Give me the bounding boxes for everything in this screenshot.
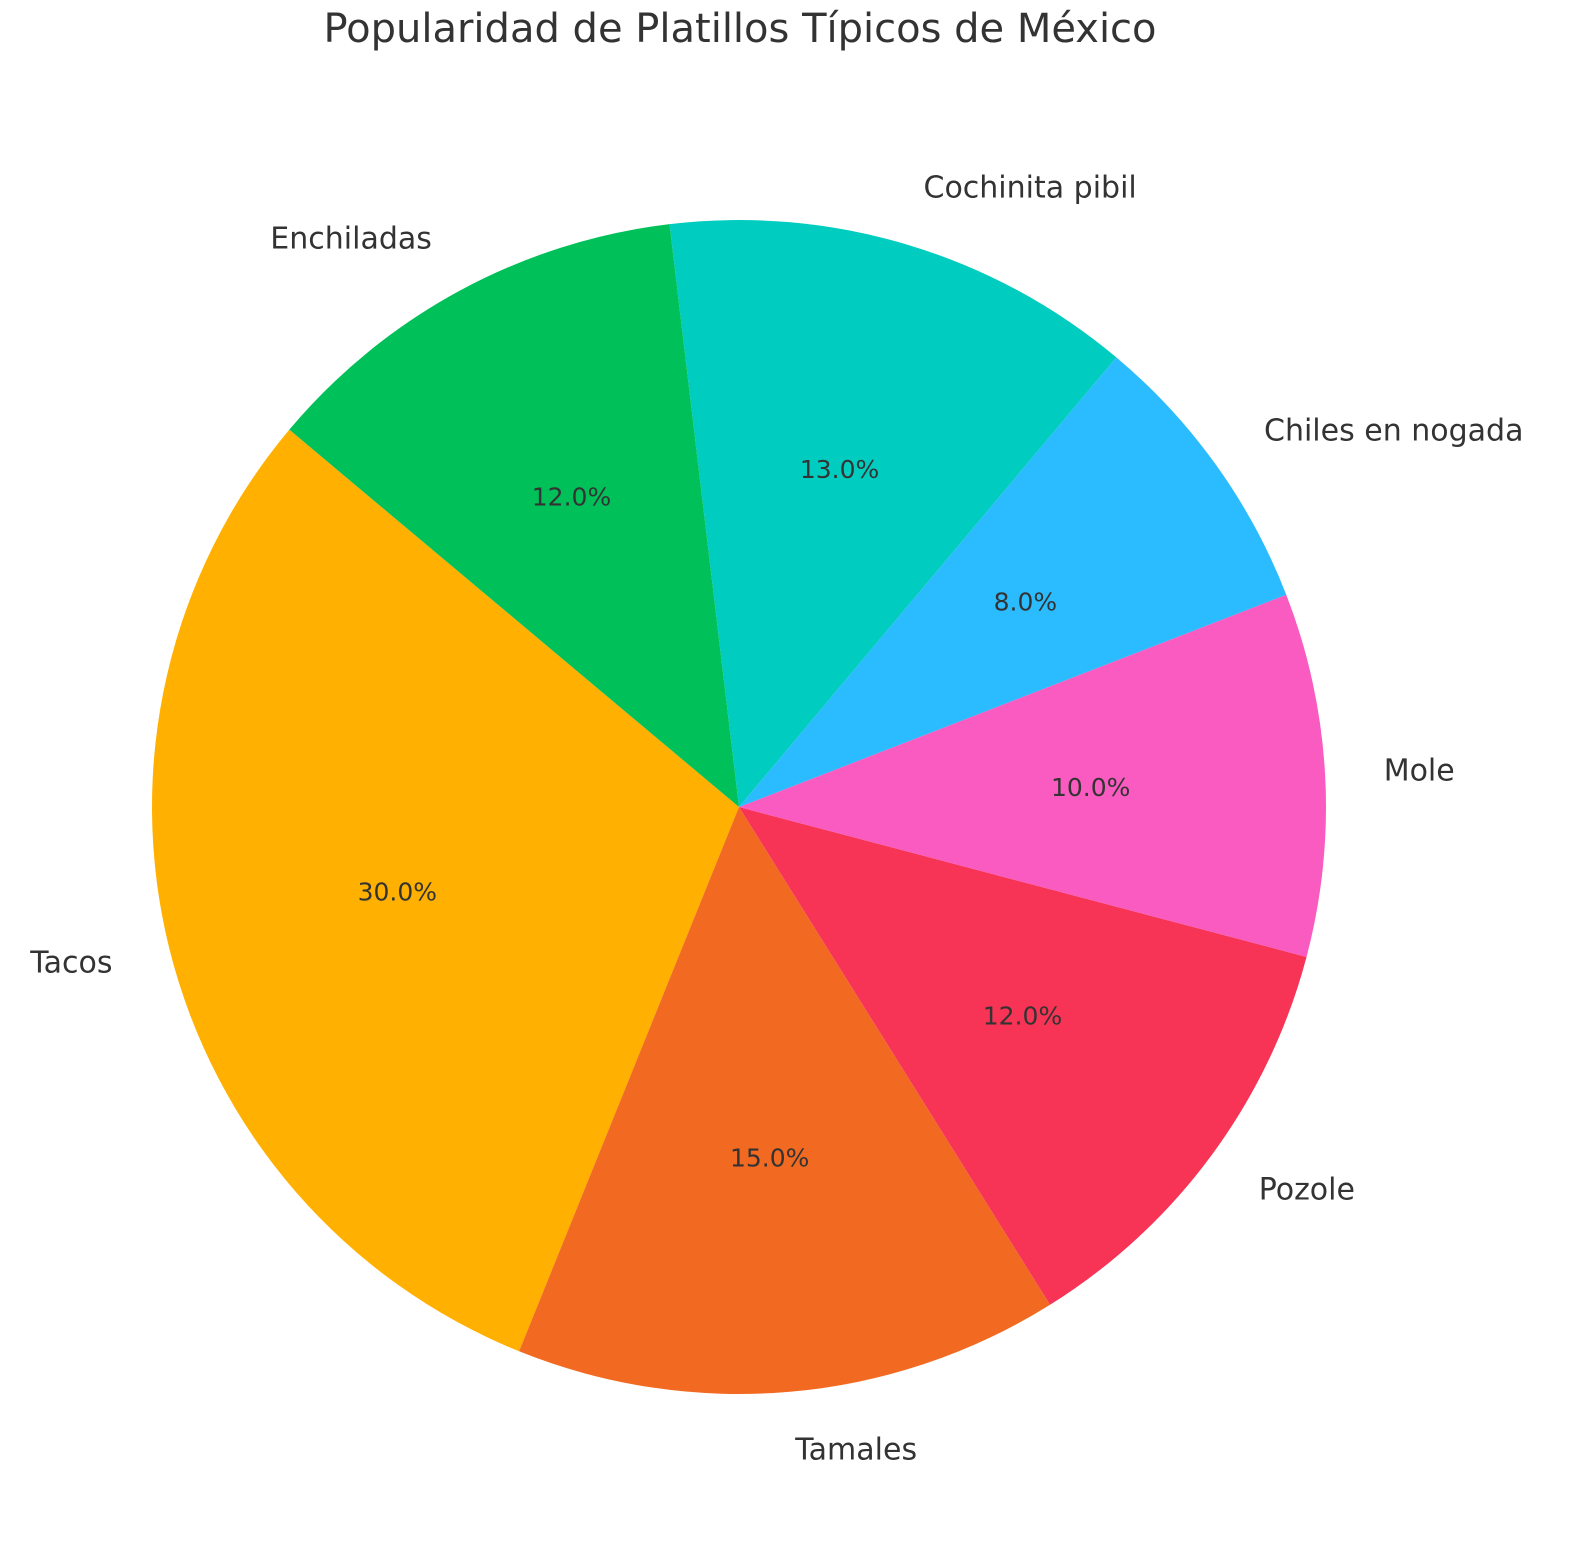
pie-slice-chiles-en-nogada [739, 357, 1287, 807]
pie-slices [151, 220, 1327, 1394]
pie-slice-tamales [519, 807, 1051, 1394]
pie-slice-cochinita-pibil [669, 220, 1117, 808]
pct-label-enchiladas: 12.0% [532, 483, 611, 512]
slice-label-enchiladas: Enchiladas [270, 222, 432, 257]
pie-slice-mole [739, 594, 1327, 957]
slice-label-tacos: Tacos [29, 946, 112, 981]
slice-label-mole: Mole [1384, 754, 1455, 789]
pct-label-tacos: 30.0% [358, 878, 437, 907]
pct-label-pozole: 12.0% [983, 1002, 1062, 1031]
slice-label-cochinita-pibil: Cochinita pibil [924, 171, 1137, 206]
pct-label-mole: 10.0% [1051, 773, 1130, 802]
pie-slice-pozole [739, 807, 1307, 1305]
pct-label-tamales: 15.0% [730, 1143, 809, 1172]
chart-title: Popularidad de Platillos Típicos de Méxi… [323, 6, 1156, 52]
slice-label-pozole: Pozole [1259, 1173, 1355, 1208]
pie-slice-tacos [151, 429, 739, 1352]
slice-label-chiles-en-nogada: Chiles en nogada [1264, 414, 1523, 449]
slice-label-tamales: Tamales [794, 1433, 917, 1468]
pct-label-cochinita-pibil: 13.0% [800, 455, 879, 484]
pie-labels: 30.0% Tacos 15.0% Tamales 12.0% Pozole 10.0% Mo… [29, 171, 1523, 1468]
pct-label-chiles-en-nogada: 8.0% [994, 588, 1058, 617]
pie-slice-enchiladas [289, 224, 739, 807]
